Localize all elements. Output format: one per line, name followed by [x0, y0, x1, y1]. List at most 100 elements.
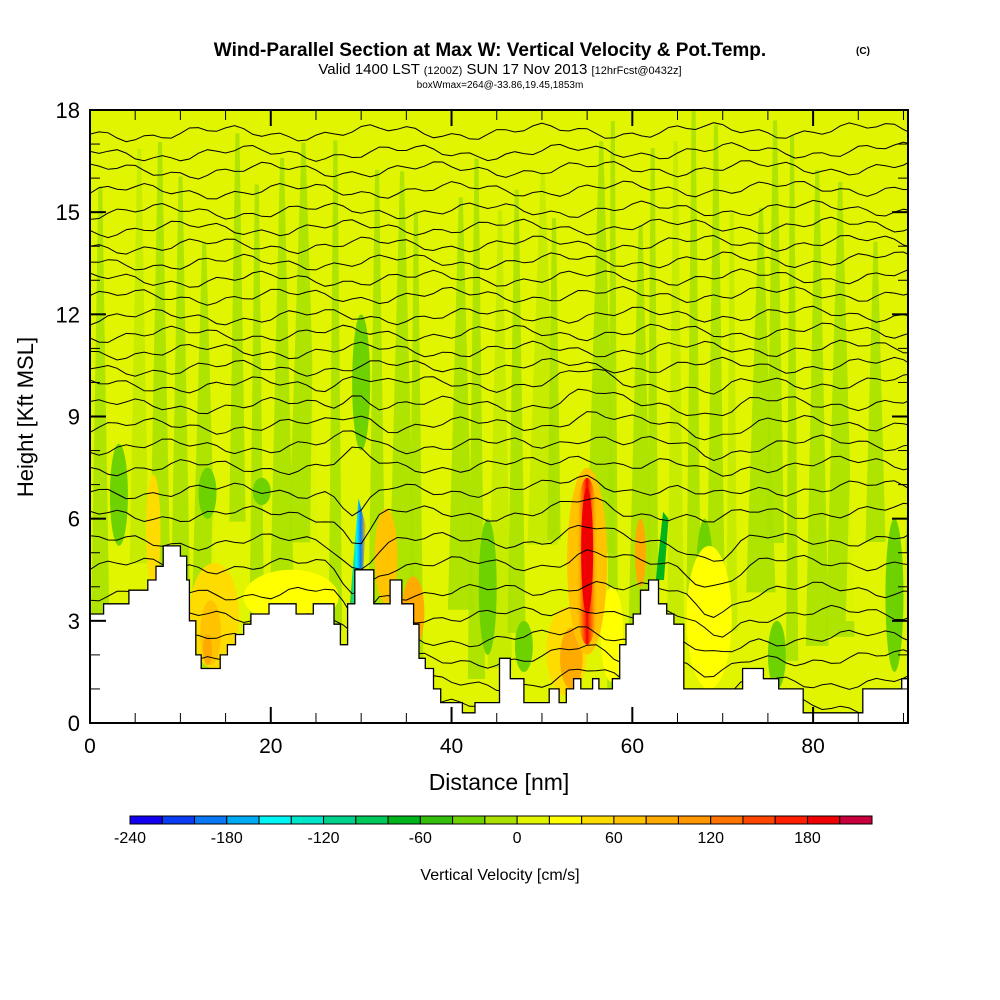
colorbar-bin [839, 815, 873, 825]
colorbar-bin [516, 815, 550, 825]
y-tick-label: 3 [68, 609, 80, 634]
updraft-region [560, 627, 583, 689]
velocity-streak [885, 205, 907, 563]
theta-contour [90, 430, 908, 462]
x-tick-labels: 0 20 40 60 80 [84, 735, 825, 758]
downdraft-patch [767, 620, 786, 689]
velocity-streak [368, 169, 386, 622]
theta-contour [90, 268, 908, 288]
velocity-streak [507, 189, 526, 633]
velocity-streak [547, 218, 561, 540]
velocity-streak [149, 142, 171, 586]
plot-area [90, 110, 908, 723]
theta-contour [90, 626, 908, 664]
y-tick-label: 6 [68, 507, 80, 532]
y-tick-labels: 0 3 6 9 12 15 18 [56, 98, 80, 736]
y-tick-label: 9 [68, 405, 80, 430]
colorbar-tick-label: 60 [605, 830, 623, 847]
colorbar-bin [645, 815, 679, 825]
colorbar-tick-label: -240 [114, 830, 146, 847]
theta-contour [90, 234, 908, 255]
theta-contour [90, 216, 908, 239]
theta-contour [90, 356, 908, 377]
theta-contour [90, 339, 908, 361]
colorbar-bin [677, 815, 712, 825]
velocity-streak [408, 211, 424, 697]
velocity-features [146, 467, 732, 696]
colorbar-tick-label: -180 [211, 830, 243, 847]
y-tick-label: 18 [56, 98, 80, 123]
colorbar-bin [774, 815, 808, 825]
theta-contour [90, 322, 908, 343]
colorbar-bin [258, 815, 292, 825]
colorbar-bin [194, 815, 228, 825]
theta-contour [90, 388, 908, 417]
chart-title: Wind-Parallel Section at Max W: Vertical… [214, 40, 766, 61]
velocity-streak [587, 141, 616, 554]
y-tick-label: 0 [68, 711, 80, 736]
velocity-streak [109, 178, 130, 707]
theta-contour [90, 474, 908, 517]
downdraft-patch [514, 620, 533, 672]
theta-contour [90, 285, 908, 306]
colorbar-bin [387, 815, 421, 825]
downdraft-patch [478, 518, 497, 655]
downdraft-patch [655, 511, 669, 580]
colorbar-bin [419, 815, 454, 825]
velocity-streak [447, 197, 474, 610]
theta-contour [90, 251, 908, 271]
colorbar-bin [710, 815, 744, 825]
colorbar-tick-label: -60 [409, 830, 432, 847]
updraft-region [600, 586, 624, 683]
velocity-streak [268, 157, 296, 652]
velocity-streak [865, 241, 886, 542]
colorbar-tick-label: 0 [513, 830, 522, 847]
colorbar-tick-label: -120 [308, 830, 340, 847]
chart-subtitle: Valid 1400 LST (1200Z) SUN 17 Nov 2013 [… [318, 61, 681, 78]
theta-contour [90, 446, 908, 477]
theta-contour [90, 305, 908, 326]
x-tick-label: 20 [259, 735, 282, 758]
downdraft-patch [198, 467, 217, 519]
colorbar-bin [355, 815, 389, 825]
colorbar-bin [290, 815, 325, 825]
updraft-max [581, 487, 594, 615]
subtitle-forecast: [12hrFcst@0432z] [592, 65, 682, 77]
colorbar-tick-label: 180 [794, 830, 821, 847]
chart-subtitle-2: boxWmax=264@-33.86,19.45,1853m [417, 80, 584, 91]
theta-contour [90, 411, 908, 441]
subtitle-utc: (1200Z) [424, 65, 463, 77]
colorbar-bin [613, 815, 647, 825]
colorbar [129, 815, 873, 825]
velocity-streak [686, 110, 701, 596]
velocity-streak [308, 192, 325, 641]
velocity-streak [785, 135, 799, 661]
colorbar-label: Vertical Velocity [cm/s] [420, 867, 579, 884]
velocity-streak [249, 184, 265, 656]
theta-contour [90, 497, 908, 545]
downdraft-patch [352, 314, 371, 451]
velocity-streak [825, 181, 855, 637]
y-axis-label: Height [Kft MSL] [13, 337, 38, 497]
copyright-mark: (C) [856, 46, 870, 57]
y-tick-label: 15 [56, 200, 80, 225]
x-tick-label: 60 [621, 735, 644, 758]
velocity-streak [905, 480, 908, 554]
subtitle-valid: Valid 1400 LST [318, 61, 419, 78]
colorbar-bin [226, 815, 260, 825]
updraft-region [202, 634, 213, 666]
colorbar-bin [581, 815, 615, 825]
theta-contour [90, 580, 908, 620]
colorbar-tick-labels: -240 -180 -120 -60 0 60 120 180 [114, 830, 821, 847]
colorbar-bin [452, 815, 486, 825]
colorbar-bin [742, 815, 776, 825]
theta-contour [90, 160, 908, 180]
colorbar-bin [129, 815, 163, 825]
velocity-streak [129, 148, 149, 564]
subtitle-date: SUN 17 Nov 2013 [466, 61, 587, 78]
theta-contour [90, 549, 908, 595]
colorbar-tick-label: 120 [697, 830, 724, 847]
theta-contour [90, 141, 908, 162]
colorbar-bin [161, 815, 196, 825]
axis-ticks [89, 109, 908, 724]
